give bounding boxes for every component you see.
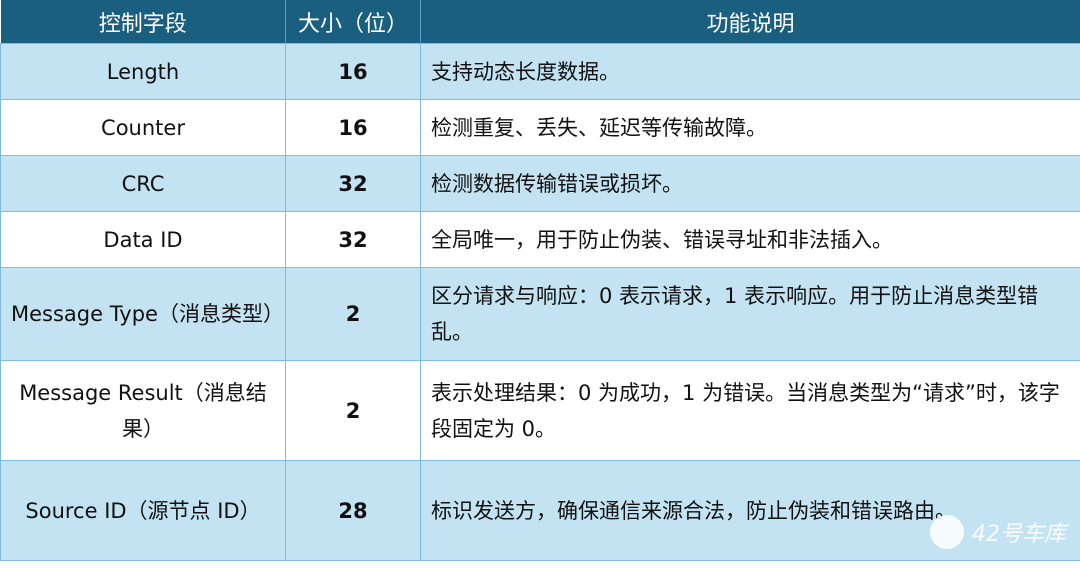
field-name: Source ID（源节点 ID） bbox=[0, 460, 286, 561]
header-size: 大小（位） bbox=[285, 0, 421, 44]
field-size: 32 bbox=[285, 211, 421, 268]
header-field: 控制字段 bbox=[0, 0, 286, 44]
field-description: 支持动态长度数据。 bbox=[420, 43, 1080, 100]
field-size: 16 bbox=[285, 99, 421, 156]
table-row: Counter 16 检测重复、丢失、延迟等传输故障。 bbox=[0, 99, 1080, 156]
table-row: Message Result（消息结果） 2 表示处理结果：0 为成功，1 为错… bbox=[0, 360, 1080, 461]
field-size: 32 bbox=[285, 155, 421, 212]
field-name: CRC bbox=[0, 155, 286, 212]
field-description: 检测重复、丢失、延迟等传输故障。 bbox=[420, 99, 1080, 156]
field-size: 28 bbox=[285, 460, 421, 561]
field-description: 检测数据传输错误或损坏。 bbox=[420, 155, 1080, 212]
header-description: 功能说明 bbox=[420, 0, 1080, 44]
field-name: Length bbox=[0, 43, 286, 100]
field-description: 区分请求与响应：0 表示请求，1 表示响应。用于防止消息类型错乱。 bbox=[420, 267, 1080, 361]
table-row: Data ID 32 全局唯一，用于防止伪装、错误寻址和非法插入。 bbox=[0, 211, 1080, 268]
header-row: 控制字段 大小（位） 功能说明 bbox=[0, 0, 1080, 44]
table-row: Source ID（源节点 ID） 28 标识发送方，确保通信来源合法，防止伪装… bbox=[0, 460, 1080, 561]
field-size: 2 bbox=[285, 267, 421, 361]
field-description: 标识发送方，确保通信来源合法，防止伪装和错误路由。 bbox=[420, 460, 1080, 561]
watermark-text: 42号车库 bbox=[972, 522, 1066, 547]
field-size: 2 bbox=[285, 360, 421, 461]
watermark-logo-icon bbox=[930, 515, 964, 549]
table-row: CRC 32 检测数据传输错误或损坏。 bbox=[0, 155, 1080, 212]
field-size: 16 bbox=[285, 43, 421, 100]
table-row: Message Type（消息类型） 2 区分请求与响应：0 表示请求，1 表示… bbox=[0, 267, 1080, 361]
field-name: Data ID bbox=[0, 211, 286, 268]
field-name: Counter bbox=[0, 99, 286, 156]
field-description: 全局唯一，用于防止伪装、错误寻址和非法插入。 bbox=[420, 211, 1080, 268]
field-name: Message Type（消息类型） bbox=[0, 267, 286, 361]
table-row: Length 16 支持动态长度数据。 bbox=[0, 43, 1080, 100]
field-name: Message Result（消息结果） bbox=[0, 360, 286, 461]
field-description: 表示处理结果：0 为成功，1 为错误。当消息类型为“请求”时，该字段固定为 0。 bbox=[420, 360, 1080, 461]
watermark: 42号车库 bbox=[930, 515, 1066, 549]
